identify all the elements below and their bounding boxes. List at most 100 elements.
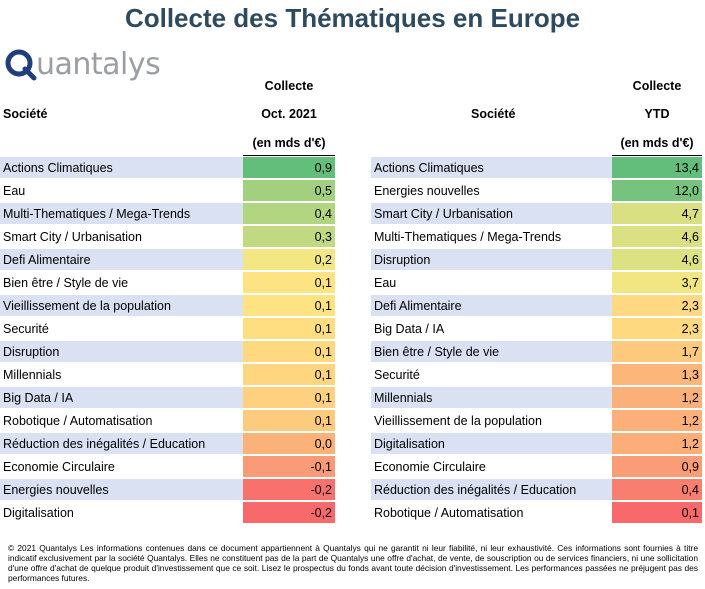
right-header-unit: (en mds d'€) xyxy=(620,136,694,150)
row-theme-name: Eau xyxy=(0,180,243,202)
table-row: Digitalisation -0,2 xyxy=(0,502,335,525)
right-header-societe: Société xyxy=(471,107,516,121)
row-value-cell: 0,3 xyxy=(243,226,335,248)
row-theme-name: Defi Alimentaire xyxy=(0,249,243,271)
table-row: Defi Alimentaire 0,2 xyxy=(0,249,335,272)
row-theme-name: Securité xyxy=(371,364,612,386)
row-value-cell: 3,7 xyxy=(612,272,702,294)
table-row: Robotique / Automatisation 0,1 xyxy=(371,502,702,525)
row-theme-name: Big Data / IA xyxy=(0,387,243,409)
row-theme-name: Vieillissement de la population xyxy=(371,410,612,432)
row-theme-name: Vieillissement de la population xyxy=(0,295,243,317)
table-row: Digitalisation 1,2 xyxy=(371,433,702,456)
row-value-cell: 0,1 xyxy=(243,341,335,363)
row-value-cell: 0,9 xyxy=(612,456,702,478)
table-row: Millennials 1,2 xyxy=(371,387,702,410)
row-theme-name: Actions Climatiques xyxy=(0,157,243,179)
left-header-underline xyxy=(243,155,335,156)
row-value-cell: 4,6 xyxy=(612,226,702,248)
row-value-cell: 0,5 xyxy=(243,180,335,202)
table-row: Multi-Thematiques / Mega-Trends 0,4 xyxy=(0,203,335,226)
row-theme-name: Economie Circulaire xyxy=(371,456,612,478)
row-value-cell: 0,1 xyxy=(243,387,335,409)
left-header-unit: (en mds d'€) xyxy=(252,136,326,150)
row-value-cell: -0,2 xyxy=(243,502,335,524)
quantalys-q-icon xyxy=(5,49,37,81)
table-row: Bien être / Style de vie 1,7 xyxy=(371,341,702,364)
table-row: Big Data / IA 2,3 xyxy=(371,318,702,341)
row-theme-name: Smart City / Urbanisation xyxy=(0,226,243,248)
row-value-cell: 1,7 xyxy=(612,341,702,363)
table-row: Actions Climatiques 13,4 xyxy=(371,157,702,180)
row-value-cell: 0,1 xyxy=(243,318,335,340)
table-row: Smart City / Urbanisation 0,3 xyxy=(0,226,335,249)
page-title: Collecte des Thématiques en Europe xyxy=(124,3,581,33)
table-row: Economie Circulaire 0,9 xyxy=(371,456,702,479)
row-theme-name: Réduction des inégalités / Education xyxy=(371,479,612,501)
row-value-cell: 4,6 xyxy=(612,249,702,271)
row-value-cell: -0,1 xyxy=(243,456,335,478)
row-value-cell: 0,2 xyxy=(243,249,335,271)
row-value-cell: 4,7 xyxy=(612,203,702,225)
row-value-cell: 0,1 xyxy=(612,502,702,524)
table-row: Energies nouvelles -0,2 xyxy=(0,479,335,502)
row-theme-name: Energies nouvelles xyxy=(0,479,243,501)
row-theme-name: Actions Climatiques xyxy=(371,157,612,179)
table-row: Defi Alimentaire 2,3 xyxy=(371,295,702,318)
row-theme-name: Defi Alimentaire xyxy=(371,295,612,317)
table-row: Actions Climatiques 0,9 xyxy=(0,157,335,180)
row-theme-name: Eau xyxy=(371,272,612,294)
table-row: Smart City / Urbanisation 4,7 xyxy=(371,203,702,226)
table-row: Big Data / IA 0,1 xyxy=(0,387,335,410)
table-row: Securité 1,3 xyxy=(371,364,702,387)
row-value-cell: 0,1 xyxy=(243,364,335,386)
row-value-cell: 0,4 xyxy=(612,479,702,501)
right-header-underline xyxy=(612,155,702,156)
left-header-collecte: Collecte xyxy=(264,79,314,93)
row-value-cell: 0,1 xyxy=(243,272,335,294)
row-theme-name: Big Data / IA xyxy=(371,318,612,340)
row-theme-name: Bien être / Style de vie xyxy=(371,341,612,363)
row-value-cell: 2,3 xyxy=(612,295,702,317)
row-theme-name: Multi-Thematiques / Mega-Trends xyxy=(371,226,612,248)
left-table: Actions Climatiques 0,9 Eau 0,5 Multi-Themat… xyxy=(0,157,335,525)
table-row: Bien être / Style de vie 0,1 xyxy=(0,272,335,295)
row-value-cell: 0,1 xyxy=(243,410,335,432)
row-theme-name: Economie Circulaire xyxy=(0,456,243,478)
row-value-cell: 12,0 xyxy=(612,180,702,202)
table-row: Réduction des inégalités / Education 0,4 xyxy=(371,479,702,502)
row-theme-name: Digitalisation xyxy=(371,433,612,455)
table-row: Réduction des inégalités / Education 0,0 xyxy=(0,433,335,456)
right-header-period: YTD xyxy=(644,107,670,121)
row-theme-name: Energies nouvelles xyxy=(371,180,612,202)
row-theme-name: Disruption xyxy=(371,249,612,271)
table-row: Disruption 4,6 xyxy=(371,249,702,272)
row-value-cell: 0,4 xyxy=(243,203,335,225)
right-header-collecte: Collecte xyxy=(632,79,682,93)
row-value-cell: 0,0 xyxy=(243,433,335,455)
row-theme-name: Disruption xyxy=(0,341,243,363)
row-theme-name: Bien être / Style de vie xyxy=(0,272,243,294)
row-value-cell: 1,3 xyxy=(612,364,702,386)
row-theme-name: Robotique / Automatisation xyxy=(371,502,612,524)
row-value-cell: -0,2 xyxy=(243,479,335,501)
table-row: Securité 0,1 xyxy=(0,318,335,341)
row-value-cell: 2,3 xyxy=(612,318,702,340)
table-row: Energies nouvelles 12,0 xyxy=(371,180,702,203)
table-row: Eau 3,7 xyxy=(371,272,702,295)
right-table: Actions Climatiques 13,4 Energies nouvelle… xyxy=(371,157,702,525)
row-theme-name: Millennials xyxy=(371,387,612,409)
row-theme-name: Multi-Thematiques / Mega-Trends xyxy=(0,203,243,225)
row-theme-name: Réduction des inégalités / Education xyxy=(0,433,243,455)
row-value-cell: 0,1 xyxy=(243,295,335,317)
table-row: Vieillissement de la population 0,1 xyxy=(0,295,335,318)
table-row: Disruption 0,1 xyxy=(0,341,335,364)
table-row: Millennials 0,1 xyxy=(0,364,335,387)
row-value-cell: 13,4 xyxy=(612,157,702,179)
table-row: Robotique / Automatisation 0,1 xyxy=(0,410,335,433)
row-theme-name: Smart City / Urbanisation xyxy=(371,203,612,225)
left-header-societe: Société xyxy=(3,107,48,121)
quantalys-logo: uantalys xyxy=(4,46,161,82)
row-theme-name: Securité xyxy=(0,318,243,340)
row-value-cell: 1,2 xyxy=(612,387,702,409)
